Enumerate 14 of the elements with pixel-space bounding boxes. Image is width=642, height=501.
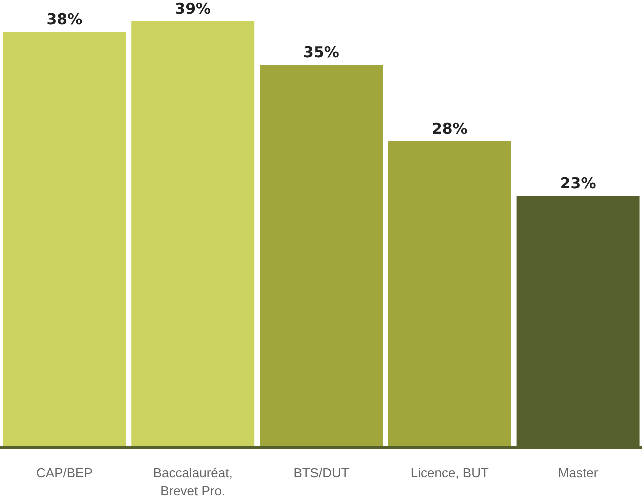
- x-tick-label: CAP/BEP: [36, 466, 93, 480]
- x-tick-label: Baccalauréat, Brevet Pro.: [153, 466, 233, 498]
- x-tick-label: BTS/DUT: [294, 466, 350, 480]
- bar: [260, 64, 383, 448]
- data-label: 35%: [304, 43, 340, 62]
- x-tick-label: Master: [558, 466, 599, 480]
- data-label: 39%: [175, 0, 212, 18]
- bar: [388, 141, 512, 448]
- x-tick-label: Licence, BUT: [410, 466, 489, 480]
- bar: [132, 21, 255, 448]
- bar: [3, 32, 126, 448]
- data-label: 23%: [560, 174, 596, 192]
- data-label: 38%: [46, 10, 83, 29]
- data-label: 28%: [432, 120, 468, 138]
